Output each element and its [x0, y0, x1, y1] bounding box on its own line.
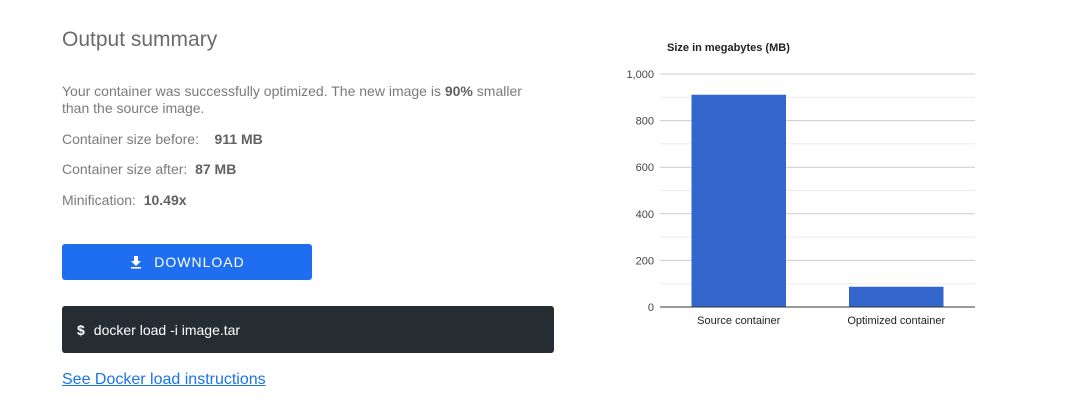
y-tick-label: 1,000: [626, 69, 654, 81]
download-icon: [131, 256, 142, 269]
size-before-label: Container size before:: [62, 131, 199, 147]
y-tick-label: 600: [636, 162, 654, 174]
summary-description: Your container was successfully optimize…: [62, 83, 552, 117]
y-tick-label: 800: [636, 116, 654, 128]
size-before-value: 911 MB: [214, 131, 263, 147]
minification: Minification: 10.49x: [62, 192, 187, 208]
y-tick-label: 200: [636, 255, 654, 267]
x-category-label: Optimized container: [847, 315, 945, 327]
chart-x-axis: Source container Optimized container: [697, 315, 945, 327]
bar-optimized-container[interactable]: [849, 286, 944, 307]
chart-title: Size in megabytes (MB): [667, 42, 790, 54]
download-button[interactable]: DOWNLOAD: [62, 244, 312, 280]
minification-label: Minification:: [62, 192, 136, 208]
y-tick-label: 0: [648, 302, 654, 314]
y-tick-label: 400: [636, 209, 654, 221]
download-button-label: DOWNLOAD: [154, 254, 245, 270]
chart-bars: [660, 94, 975, 308]
docker-load-instructions-link[interactable]: See Docker load instructions: [62, 371, 266, 388]
docker-command-box[interactable]: $ docker load -i image.tar: [62, 306, 554, 353]
size-bar-chart: Size in megabytes (MB) 0 200 400 600 800 1,00…: [626, 42, 975, 327]
container-size-before: Container size before: 911 MB: [62, 131, 263, 147]
terminal-prompt: $: [77, 321, 85, 338]
size-after-label: Container size after:: [62, 161, 188, 177]
chart-y-axis: 0 200 400 600 800 1,000: [626, 69, 654, 314]
container-size-after: Container size after: 87 MB: [62, 161, 236, 177]
x-category-label: Source container: [697, 315, 780, 327]
reduction-percentage: 90%: [444, 83, 473, 99]
bar-source-container[interactable]: [691, 94, 787, 307]
size-after-value: 87 MB: [195, 161, 237, 177]
minification-value: 10.49x: [143, 192, 187, 208]
description-text-end: smaller than the source image.: [62, 83, 522, 116]
docker-command: docker load -i image.tar: [93, 321, 241, 338]
page-title: Output summary: [62, 28, 218, 51]
description-text: Your container was successfully optimize…: [62, 83, 445, 99]
